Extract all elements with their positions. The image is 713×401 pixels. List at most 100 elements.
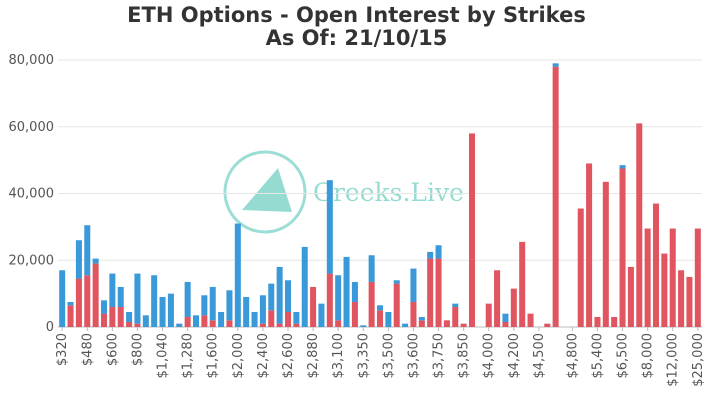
bar-segment-series-0: [368, 281, 375, 327]
bar-segment-series-1: [84, 225, 91, 276]
bar-segment-series-1: [100, 300, 108, 314]
y-tick-label: 40,000: [9, 187, 55, 202]
bar-segment-series-1: [402, 323, 409, 327]
bar-segment-series-0: [527, 313, 534, 327]
bar-segment-series-1: [192, 315, 200, 327]
bar-segment-series-0: [694, 228, 701, 327]
bar-segment-series-1: [410, 268, 417, 302]
bar-segment-series-1: [326, 180, 333, 274]
bar-segment-series-1: [276, 266, 283, 324]
bar-segment-series-0: [510, 288, 517, 327]
bar-segment-series-1: [343, 256, 350, 327]
bar-segment-series-1: [243, 296, 250, 327]
x-tick-label: $4,200: [507, 333, 522, 379]
bar-segment-series-0: [75, 278, 82, 327]
bar-segment-series-1: [259, 295, 266, 324]
x-tick-label: $2,400: [256, 333, 271, 379]
bar-segment-series-0: [435, 258, 442, 327]
x-tick-label: $3,500: [381, 333, 396, 379]
bar-segment-series-1: [184, 281, 191, 317]
bar-segment-series-0: [460, 323, 467, 327]
bar-segment-series-0: [293, 323, 300, 327]
x-tick-label: $1,040: [156, 333, 171, 379]
bar-segment-series-0: [226, 320, 233, 327]
bar-segment-series-0: [636, 123, 643, 327]
x-tick-label: $480: [80, 333, 95, 366]
bar-segment-series-0: [335, 320, 342, 327]
x-tick-label: $600: [105, 333, 120, 366]
bar-segment-series-1: [59, 270, 66, 327]
x-tick-label: $2,600: [281, 333, 296, 379]
bar-segment-series-1: [176, 323, 183, 327]
x-tick-label: $2,880: [306, 333, 321, 379]
bar-segment-series-1: [126, 311, 133, 322]
y-tick-label: 20,000: [9, 253, 55, 268]
bar-segment-series-1: [218, 311, 225, 327]
bar-segment-series-0: [310, 286, 317, 327]
bar-segment-series-1: [552, 63, 559, 67]
bar-segment-series-0: [109, 306, 116, 327]
x-tick-label: $3,600: [406, 333, 421, 379]
bar-segment-series-0: [661, 253, 668, 327]
bar-segment-series-0: [84, 275, 91, 327]
bar-segment-series-1: [301, 246, 308, 327]
bar-segment-series-0: [201, 315, 208, 327]
bar-segment-series-0: [586, 163, 593, 327]
x-tick-label: $1,280: [181, 333, 196, 379]
bar-segment-series-0: [544, 323, 551, 327]
x-tick-label: $6,500: [616, 333, 631, 379]
watermark-logo: Greeks.Live: [223, 150, 464, 234]
bar-segment-series-1: [167, 293, 174, 328]
bar-segment-series-1: [427, 251, 434, 259]
bar-segment-series-1: [376, 305, 384, 311]
bar-segment-series-1: [142, 315, 149, 327]
bar-segment-series-0: [644, 228, 651, 327]
bar-segment-series-1: [151, 275, 158, 327]
bar-segment-series-1: [418, 316, 425, 321]
bar-segment-series-1: [435, 245, 442, 259]
bar-segment-series-0: [268, 310, 275, 327]
bar-segment-series-1: [75, 240, 82, 279]
bar-segment-series-0: [669, 228, 676, 327]
x-tick-label: $12,000: [666, 333, 681, 387]
chart-subtitle: As Of: 21/10/15: [265, 26, 448, 50]
bar-segment-series-0: [259, 323, 266, 327]
x-tick-label: $5,400: [590, 333, 605, 379]
bar-segment-series-1: [360, 325, 367, 327]
y-tick-label: 60,000: [9, 120, 55, 135]
bar-segment-series-0: [67, 305, 74, 327]
bar-segment-series-1: [385, 311, 392, 327]
x-tick-label: $4,000: [482, 333, 497, 379]
bar-segment-series-0: [184, 316, 191, 327]
bar-segment-series-0: [494, 270, 501, 327]
bar-segment-series-1: [251, 311, 258, 327]
bar-segment-series-1: [92, 258, 99, 264]
bar-segment-series-1: [209, 286, 216, 321]
x-tick-label: $3,750: [432, 333, 447, 379]
bar-segment-series-1: [318, 303, 325, 327]
bar-segment-series-1: [234, 223, 241, 327]
x-tick-label: $1,600: [206, 333, 221, 379]
y-tick-label: 0: [46, 320, 54, 335]
bar-segment-series-1: [226, 290, 233, 321]
bar-segment-series-0: [686, 276, 693, 327]
bar-segment-series-1: [452, 303, 459, 307]
bar-segment-series-0: [117, 306, 124, 327]
bar-segment-series-1: [67, 301, 74, 306]
x-tick-label: $3,100: [331, 333, 346, 379]
bar-segment-series-0: [92, 263, 99, 327]
bar-segment-series-0: [619, 168, 626, 327]
bar-segment-series-0: [502, 321, 509, 327]
bar-segment-series-0: [627, 266, 634, 327]
watermark-triangle: [242, 168, 292, 212]
bar-segment-series-0: [519, 241, 526, 327]
bar-segment-series-1: [502, 313, 509, 322]
bar-segment-series-0: [134, 323, 141, 327]
bar-segment-series-0: [418, 320, 425, 327]
bar-segment-series-1: [293, 311, 300, 324]
x-tick-label: $8,000: [641, 333, 656, 379]
y-tick-label: 80,000: [9, 53, 55, 68]
bar-segment-series-0: [611, 316, 618, 327]
